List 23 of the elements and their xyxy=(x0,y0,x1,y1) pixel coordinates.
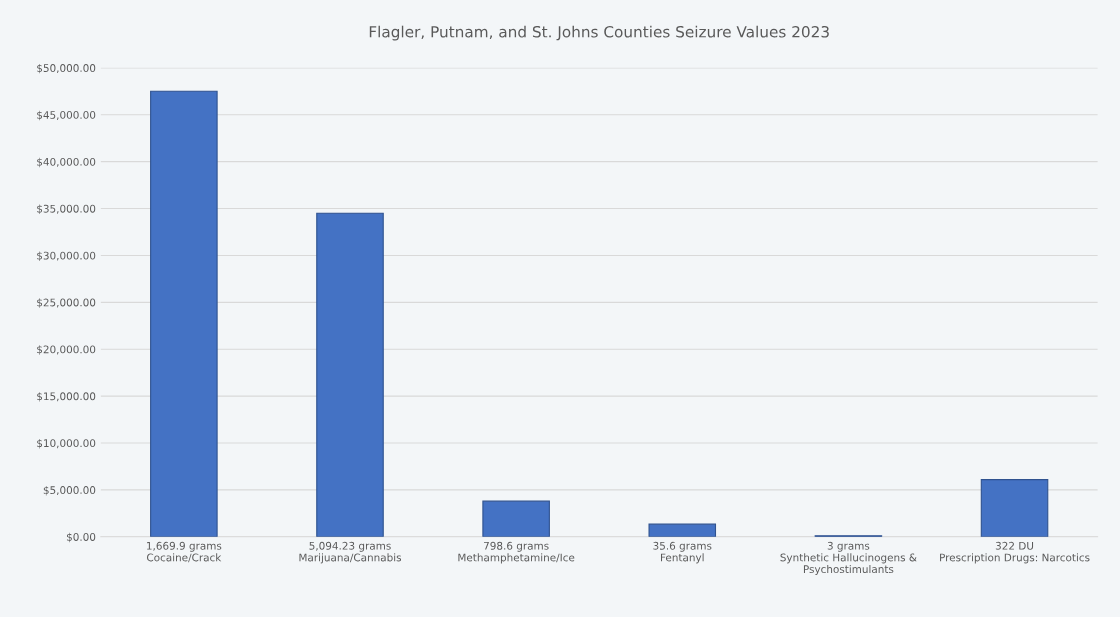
x-tick-label: 322 DU Prescription Drugs: Narcotics xyxy=(940,541,1090,564)
x-tick-label: 798.6 grams Methamphetamine/Ice xyxy=(458,541,575,564)
y-tick-label: $5,000.00 xyxy=(43,485,96,496)
y-tick-label: $20,000.00 xyxy=(37,345,96,355)
bar xyxy=(648,523,717,537)
y-tick-label: $45,000.00 xyxy=(37,110,96,121)
y-tick-label: $25,000.00 xyxy=(37,298,96,308)
y-tick-label: $10,000.00 xyxy=(37,439,96,449)
x-tick-label: 5,094.23 grams Marijuana/Cannabis xyxy=(299,541,402,564)
bar xyxy=(980,479,1049,537)
chart-title: Flagler, Putnam, and St. Johns Counties Seizure Values 2023 xyxy=(369,25,829,41)
y-tick-label: $40,000.00 xyxy=(37,157,96,168)
y-tick-label: $0.00 xyxy=(66,532,96,543)
y-tick-label: $15,000.00 xyxy=(37,392,96,402)
bar xyxy=(150,90,218,537)
y-tick-label: $50,000.00 xyxy=(37,63,96,74)
bar xyxy=(316,212,384,537)
x-tick-label: 35.6 grams Fentanyl xyxy=(653,541,712,564)
y-tick-label: $30,000.00 xyxy=(37,251,96,261)
bar xyxy=(482,500,550,537)
x-tick-label: 1,669.9 grams Cocaine/Crack xyxy=(147,541,222,563)
x-tick-label: 3 grams Synthetic Hallucinogens & Psychostimulants xyxy=(780,541,917,576)
y-tick-label: $35,000.00 xyxy=(37,204,96,215)
